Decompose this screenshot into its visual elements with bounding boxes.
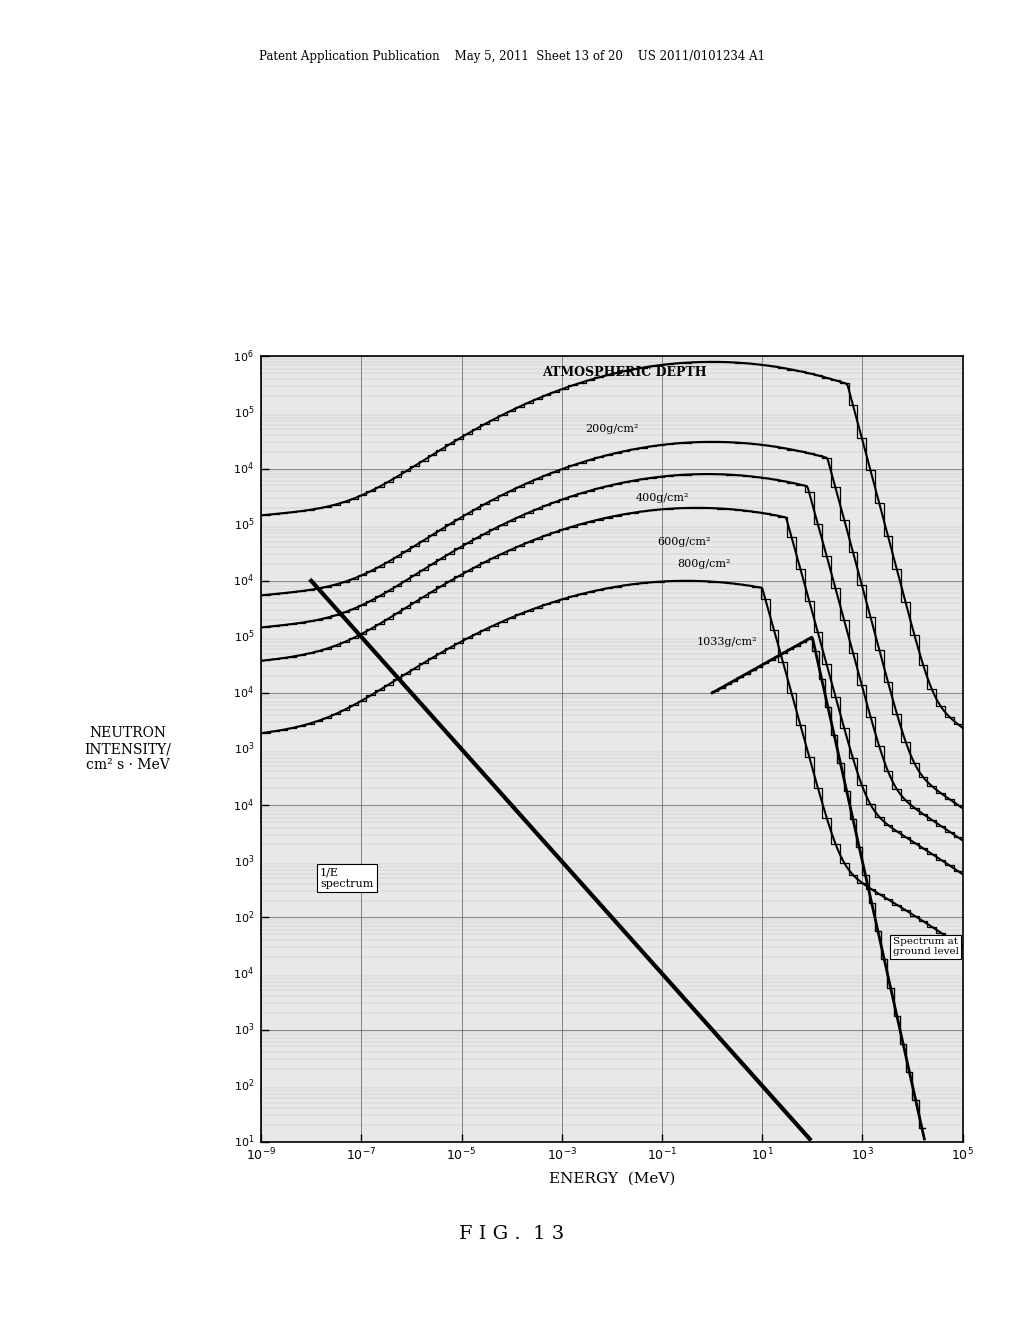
Text: $10^6$: $10^6$ — [233, 348, 254, 364]
X-axis label: ENERGY  (MeV): ENERGY (MeV) — [549, 1172, 675, 1185]
Text: 1/E
spectrum: 1/E spectrum — [321, 867, 374, 888]
Text: $10^3$: $10^3$ — [233, 741, 254, 758]
Text: $10^4$: $10^4$ — [233, 573, 254, 589]
Text: 1033g/cm²: 1033g/cm² — [697, 638, 758, 647]
Text: Spectrum at
ground level: Spectrum at ground level — [893, 937, 958, 957]
Text: $10^1$: $10^1$ — [233, 1134, 254, 1150]
Text: $10^4$: $10^4$ — [233, 797, 254, 813]
Text: Patent Application Publication    May 5, 2011  Sheet 13 of 20    US 2011/0101234: Patent Application Publication May 5, 20… — [259, 50, 765, 63]
Text: 600g/cm²: 600g/cm² — [657, 537, 711, 546]
Text: ATMOSPHERIC DEPTH: ATMOSPHERIC DEPTH — [542, 366, 707, 379]
Text: $10^2$: $10^2$ — [233, 909, 254, 925]
Text: 400g/cm²: 400g/cm² — [636, 492, 689, 503]
Text: F I G .  1 3: F I G . 1 3 — [460, 1225, 564, 1243]
Text: $10^4$: $10^4$ — [233, 461, 254, 477]
Text: $10^5$: $10^5$ — [233, 516, 254, 533]
Text: $10^5$: $10^5$ — [233, 628, 254, 645]
Text: $10^3$: $10^3$ — [233, 853, 254, 870]
Text: $10^3$: $10^3$ — [233, 1022, 254, 1038]
Text: $10^2$: $10^2$ — [233, 1077, 254, 1094]
Text: NEUTRON
INTENSITY/
cm² s · MeV: NEUTRON INTENSITY/ cm² s · MeV — [84, 726, 171, 772]
Text: $10^5$: $10^5$ — [233, 404, 254, 421]
Text: 200g/cm²: 200g/cm² — [586, 425, 639, 434]
Text: $10^4$: $10^4$ — [233, 685, 254, 701]
Text: 800g/cm²: 800g/cm² — [677, 558, 730, 569]
Text: $10^4$: $10^4$ — [233, 965, 254, 982]
